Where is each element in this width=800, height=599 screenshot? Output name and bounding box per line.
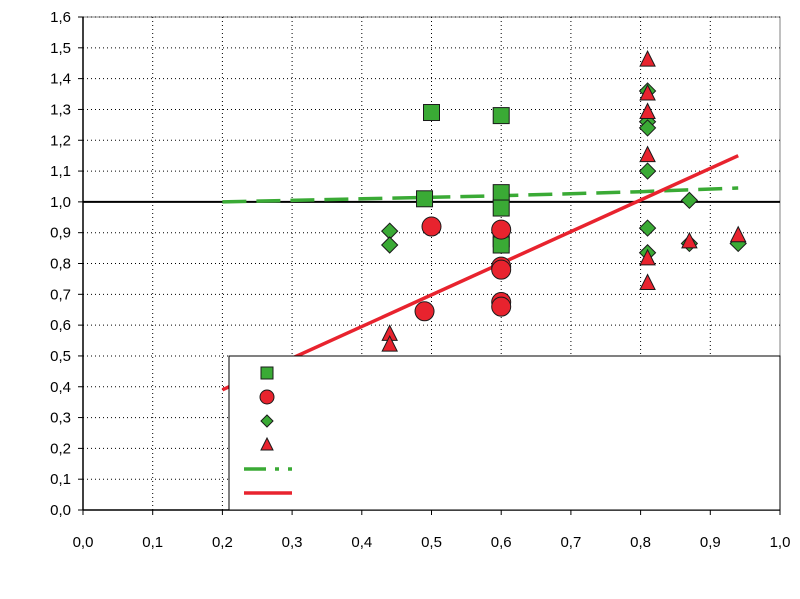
- y-tick-label: 0,9: [50, 225, 71, 242]
- triangle-point: [681, 231, 698, 249]
- circle-point: [491, 219, 512, 240]
- circle-point: [414, 301, 435, 322]
- x-tick-label: 0,6: [491, 534, 512, 551]
- diamond-point: [380, 236, 399, 254]
- square-point: [423, 104, 440, 122]
- x-tick-label: 0,0: [73, 534, 94, 551]
- diamond-point: [638, 162, 657, 180]
- triangle-point: [639, 83, 656, 101]
- x-tick-label: 0,5: [421, 534, 442, 551]
- triangle-point: [639, 273, 656, 291]
- square-point: [416, 190, 434, 208]
- data-points: [380, 50, 747, 352]
- y-tick-label: 1,0: [50, 194, 71, 211]
- square-point: [492, 107, 510, 125]
- legend-box: [228, 355, 781, 511]
- x-tick-label: 0,1: [142, 534, 163, 551]
- solid-trend-line: [221, 154, 739, 392]
- legend-triangle-marker: [260, 436, 274, 451]
- x-tick-label: 0,4: [351, 534, 372, 551]
- circle-point: [491, 296, 512, 317]
- legend: [228, 355, 781, 511]
- x-tick-label: 0,2: [212, 534, 233, 551]
- circle-point: [491, 259, 512, 280]
- triangle-point: [639, 145, 656, 163]
- y-tick-label: 1,4: [50, 71, 71, 88]
- diamond-point: [638, 119, 657, 137]
- y-tick-label: 1,2: [50, 132, 71, 149]
- y-tick-label: 1,3: [50, 101, 71, 118]
- diamond-point: [680, 191, 699, 210]
- tick-labels: 0,0 0,1 0,2 0,3 0,4 0,5 0,6 0,7 0,8 0,9 1,0 1,1 1,2 1…: [50, 9, 790, 551]
- triangle-point: [381, 335, 398, 352]
- y-tick-label: 0,4: [50, 379, 71, 396]
- legend-square-marker: [260, 366, 274, 380]
- y-tick-label: 0,5: [50, 348, 71, 365]
- triangle-point: [729, 225, 747, 243]
- diamond-point: [638, 219, 657, 237]
- circle-point: [421, 216, 442, 237]
- triangle-point: [639, 50, 656, 67]
- y-tick-label: 0,8: [50, 256, 71, 273]
- x-tick-label: 0,3: [282, 534, 303, 551]
- legend-circle-marker: [259, 389, 275, 405]
- y-tick-label: 0,7: [50, 286, 71, 303]
- y-tick-label: 0,3: [50, 410, 71, 427]
- legend-diamond-marker: [260, 414, 274, 428]
- y-tick-label: 1,5: [50, 40, 71, 57]
- y-tick-label: 0,0: [50, 502, 71, 519]
- x-tick-label: 0,8: [630, 534, 651, 551]
- triangle-point: [639, 248, 656, 266]
- y-tick-label: 1,6: [50, 9, 71, 26]
- x-tick-label: 1,0: [770, 534, 791, 551]
- y-tick-label: 0,6: [50, 317, 71, 334]
- y-tick-label: 1,1: [50, 163, 71, 180]
- x-tick-label: 0,9: [700, 534, 721, 551]
- square-point: [492, 184, 510, 202]
- x-tick-label: 0,7: [560, 534, 581, 551]
- triangle-point: [639, 102, 656, 120]
- square-point: [492, 199, 510, 217]
- y-tick-label: 0,2: [50, 440, 71, 457]
- y-tick-label: 0,1: [50, 471, 71, 488]
